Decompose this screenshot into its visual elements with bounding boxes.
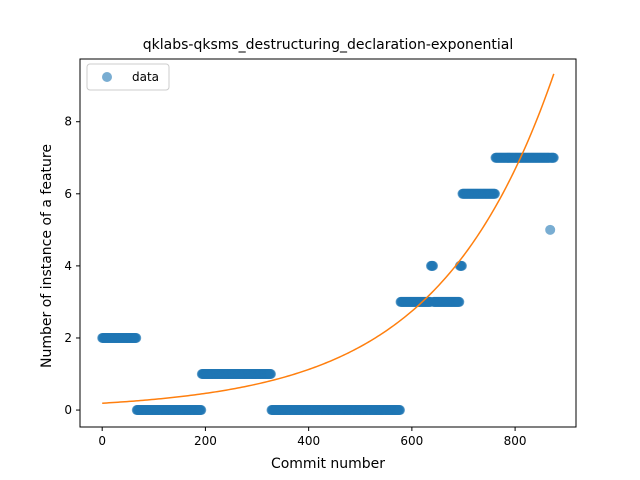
y-axis: 0 2 4 6 8 xyxy=(64,115,80,417)
data-point xyxy=(395,405,405,416)
data-point xyxy=(428,260,439,271)
data-point xyxy=(265,369,276,380)
data-point xyxy=(489,188,500,199)
x-tick-label: 600 xyxy=(400,434,423,448)
x-tick-label: 400 xyxy=(297,434,320,448)
y-tick-label: 6 xyxy=(64,187,72,201)
y-axis-label: Number of instance of a feature xyxy=(39,144,55,368)
scatter-points xyxy=(97,152,559,416)
legend: data xyxy=(86,63,170,91)
x-tick-label: 0 xyxy=(98,434,106,448)
data-point xyxy=(456,260,467,271)
x-tick-label: 800 xyxy=(504,434,527,448)
plot-area xyxy=(79,58,577,428)
legend-entry-data: data xyxy=(132,70,159,84)
chart-title: qklabs-qksms_destructuring_declaration-e… xyxy=(143,37,513,53)
data-point xyxy=(196,405,207,416)
x-tick-label: 200 xyxy=(194,434,217,448)
axes-frame xyxy=(79,58,577,428)
x-axis: 0 200 400 600 800 xyxy=(98,427,527,448)
y-tick-label: 0 xyxy=(64,403,72,417)
data-point xyxy=(545,224,556,235)
data-point xyxy=(454,296,465,307)
data-point xyxy=(548,152,559,163)
y-tick-label: 4 xyxy=(64,259,72,273)
fit-line xyxy=(102,73,555,404)
legend-box xyxy=(86,63,170,91)
x-axis-label: Commit number xyxy=(271,456,385,472)
y-tick-label: 8 xyxy=(64,115,72,129)
legend-marker xyxy=(102,72,112,82)
data-point xyxy=(131,332,142,343)
y-tick-label: 2 xyxy=(64,331,72,345)
